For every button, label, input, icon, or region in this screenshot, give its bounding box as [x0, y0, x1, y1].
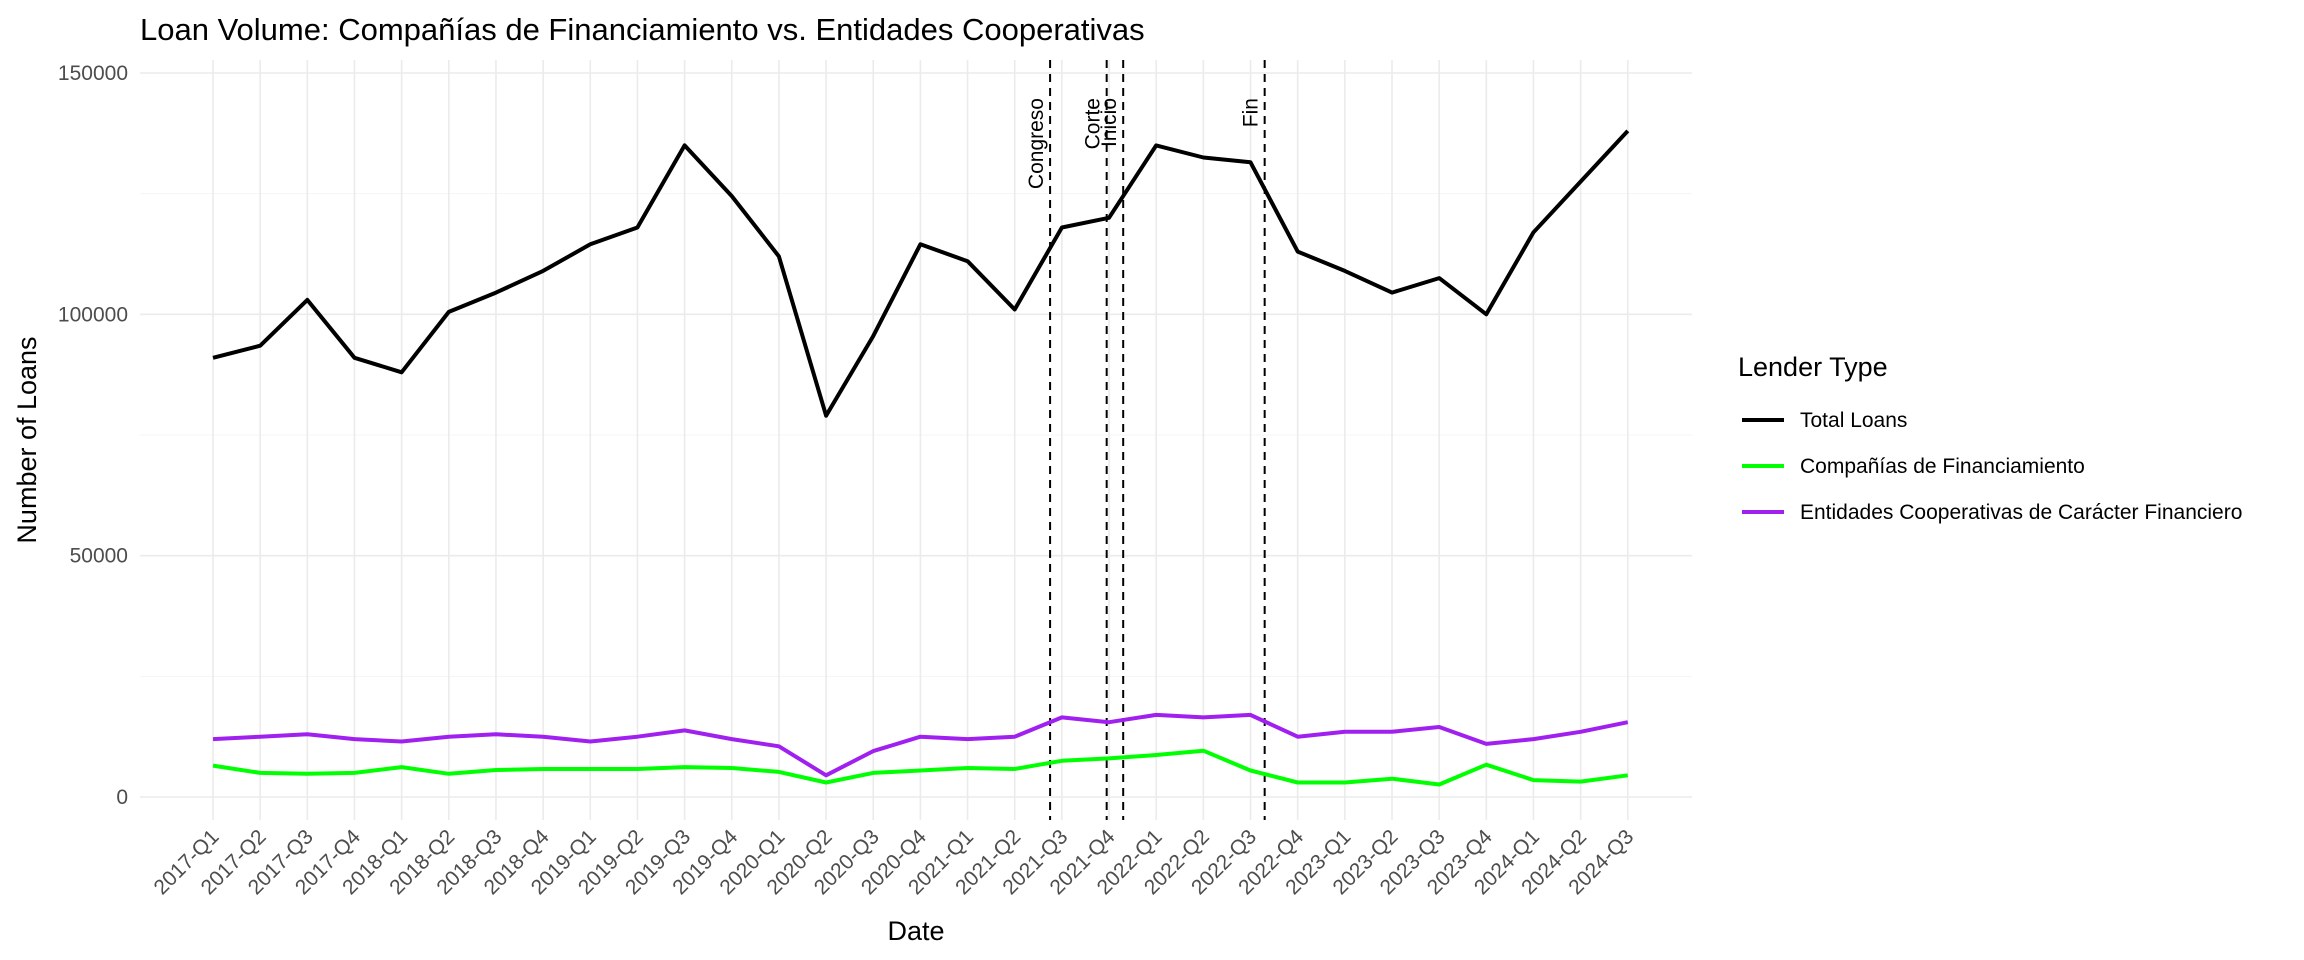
- legend-label: Entidades Cooperativas de Carácter Finan…: [1800, 501, 2242, 524]
- legend: Lender Type Total Loans Compañías de Fina…: [1738, 352, 2242, 524]
- event-label: Inicio: [1098, 98, 1121, 147]
- event-label: Corte: [1082, 98, 1105, 149]
- series-line: [212, 712, 1629, 778]
- event-label: Fin: [1240, 98, 1263, 127]
- grid-minor: [140, 193, 1692, 677]
- chart-title: Loan Volume: Compañías de Financiamiento…: [140, 12, 1145, 47]
- event-label: Congreso: [1025, 98, 1048, 189]
- x-tick-labels: 2017-Q12017-Q22017-Q32017-Q42018-Q12018-…: [149, 825, 1638, 899]
- grid-major: [140, 60, 1692, 820]
- legend-label: Total Loans: [1800, 409, 1907, 432]
- y-tick-labels: 0 50000 100000 150000: [58, 62, 128, 809]
- y-tick-label: 150000: [58, 62, 128, 85]
- series-line: [212, 129, 1630, 418]
- legend-title: Lender Type: [1738, 352, 1888, 382]
- series-line: [212, 748, 1629, 787]
- series-lines: [212, 129, 1630, 787]
- y-tick-label: 0: [116, 786, 128, 809]
- y-tick-label: 100000: [58, 303, 128, 326]
- legend-label: Compañías de Financiamiento: [1800, 455, 2085, 478]
- x-axis-title: Date: [887, 916, 944, 946]
- y-axis-title: Number of Loans: [12, 336, 42, 543]
- y-tick-label: 50000: [70, 545, 128, 568]
